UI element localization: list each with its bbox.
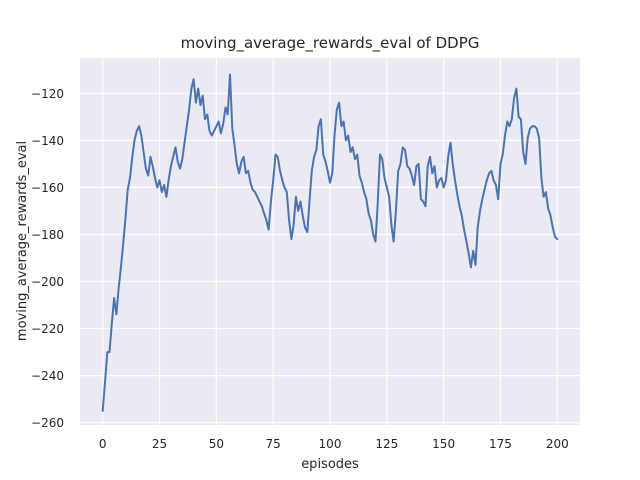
x-tick-label: 75 [266,437,281,451]
x-tick-label: 0 [99,437,107,451]
x-tick-label: 100 [319,437,342,451]
y-tick-label: −180 [31,228,64,242]
y-axis-tick-labels: −260 −240 −220 −200 −180 −160 −140 −120 [31,87,64,430]
y-tick-label: −220 [31,322,64,336]
x-tick-label: 125 [375,437,398,451]
x-axis-tick-labels: 0 25 50 75 100 125 150 175 200 [99,437,569,451]
y-tick-label: −160 [31,181,64,195]
x-tick-label: 150 [432,437,455,451]
x-tick-label: 200 [546,437,569,451]
chart-title: moving_average_rewards_eval of DDPG [181,34,480,53]
reward-line-series [101,73,559,412]
y-axis-label: moving_average_rewards_eval [15,141,30,341]
y-tick-label: −120 [31,87,64,101]
y-tick-label: −140 [31,134,64,148]
x-tick-label: 25 [152,437,167,451]
x-tick-label: 175 [489,437,512,451]
y-tick-label: −260 [31,416,64,430]
x-axis-label: episodes [301,457,359,472]
y-tick-label: −240 [31,369,64,383]
grid-lines [80,58,580,425]
y-tick-label: −200 [31,275,64,289]
x-tick-label: 50 [209,437,224,451]
